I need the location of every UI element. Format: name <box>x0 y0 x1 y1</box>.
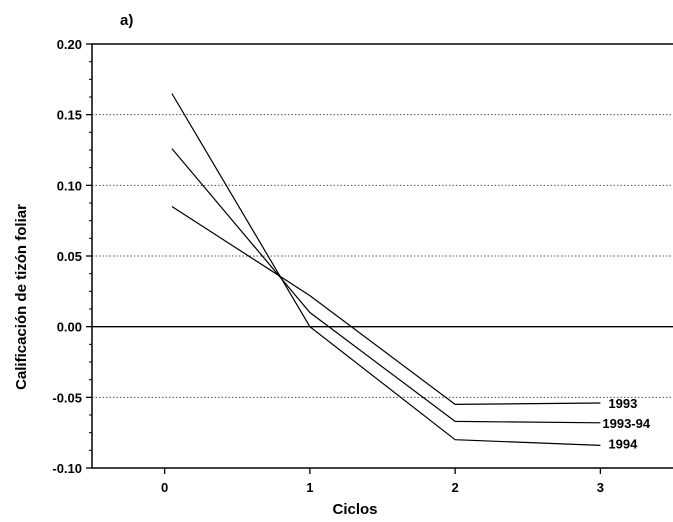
x-axis-title: Ciclos <box>332 501 377 518</box>
series-labels: 1993 1993-94 1994 <box>602 396 650 451</box>
y-tick-label: 0.15 <box>57 108 82 123</box>
series-label-1993-94: 1993-94 <box>602 416 650 431</box>
x-tick-label: 0 <box>161 480 168 495</box>
series-label-1993: 1993 <box>608 396 637 411</box>
y-tick-label: 0.05 <box>57 249 82 264</box>
series-label-1994: 1994 <box>608 436 638 451</box>
y-tick-label: -0.10 <box>52 461 82 476</box>
panel-label: a) <box>120 12 133 29</box>
y-tick-label: 0.10 <box>57 178 82 193</box>
series-line-1993 <box>171 205 601 406</box>
x-tick-label: 2 <box>452 480 459 495</box>
series-line-1994 <box>171 93 601 446</box>
x-axis-ticks: 0 1 2 3 <box>161 468 604 495</box>
y-axis-ticks: -0.10 -0.05 0.00 0.05 0.10 0.15 0.20 <box>52 37 92 476</box>
x-tick-label: 3 <box>597 480 604 495</box>
y-tick-label: 0.20 <box>57 37 82 52</box>
series-line-1993-94 <box>171 148 601 424</box>
x-tick-label: 1 <box>306 480 313 495</box>
grid-lines <box>92 114 673 398</box>
y-tick-label: -0.05 <box>52 390 82 405</box>
y-tick-label: 0.00 <box>57 320 82 335</box>
series-lines <box>171 93 601 446</box>
y-axis-title: Calificación de tizón foliar <box>13 204 30 390</box>
